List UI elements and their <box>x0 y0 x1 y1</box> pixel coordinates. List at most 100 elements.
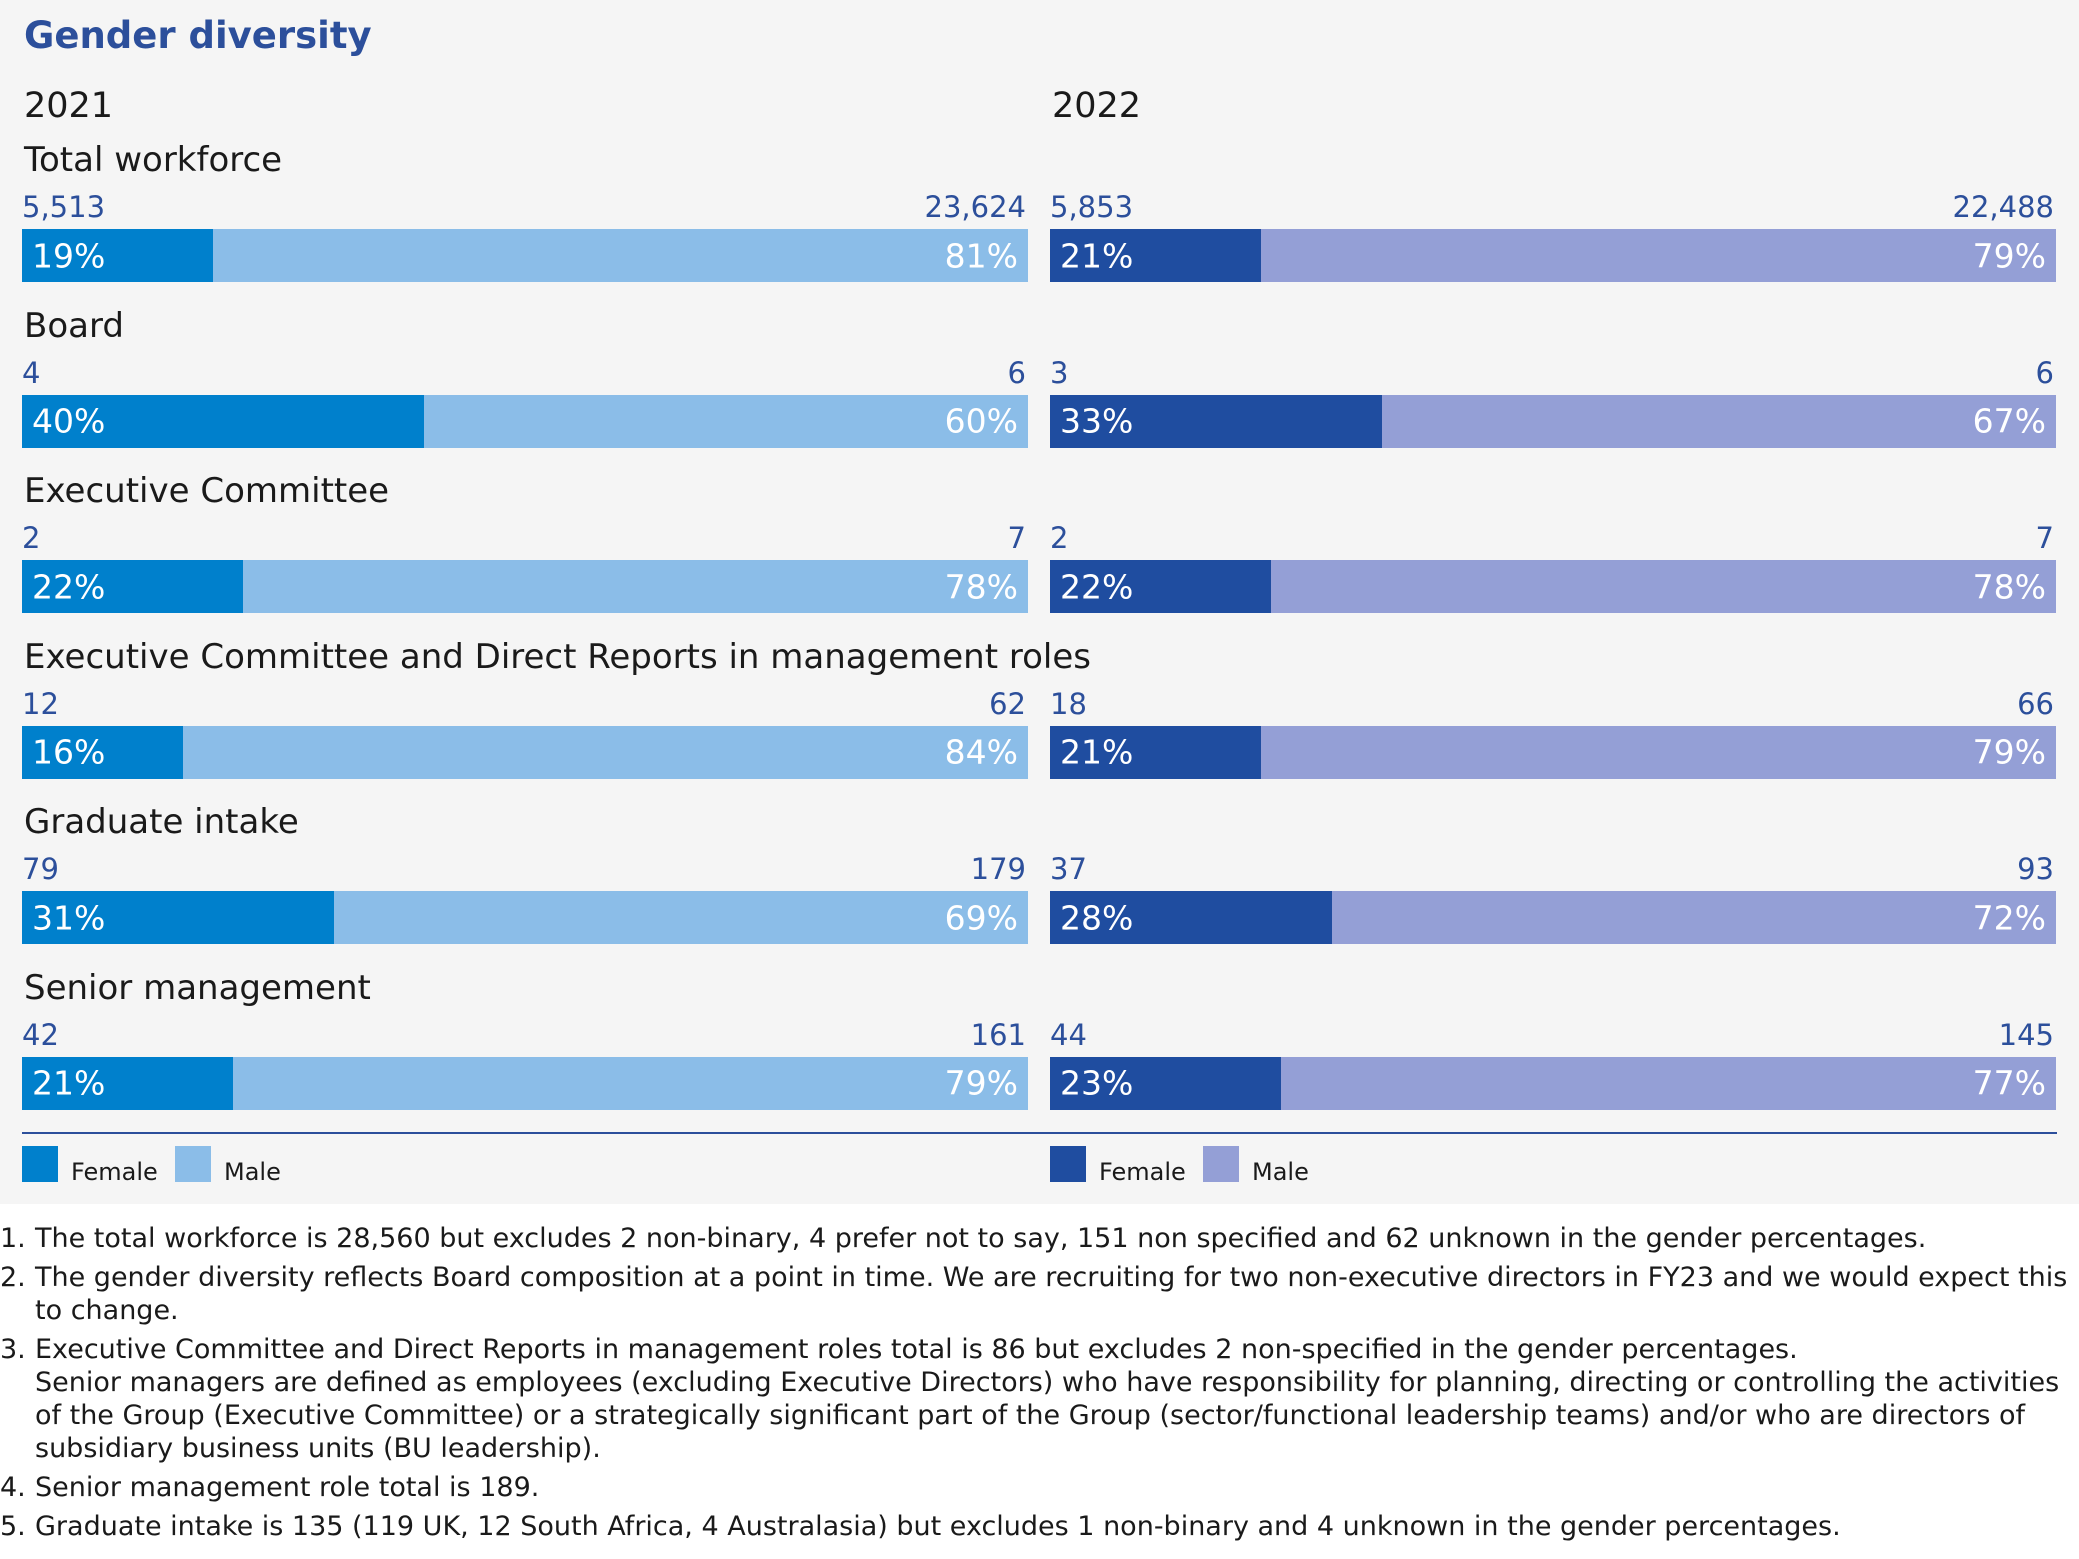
female-bar-segment: 40% <box>22 394 425 448</box>
footnote-line: The gender diversity reflects Board comp… <box>35 1262 2068 1326</box>
male-count-label: 161 <box>970 1017 1026 1052</box>
legend-swatch-female <box>1050 1146 1086 1182</box>
legend-label-female: Female <box>71 1158 158 1186</box>
male-count-label: 93 <box>2017 852 2054 886</box>
stacked-bar: 33% 67% <box>1050 394 2056 448</box>
footnote: 5. Graduate intake is 135 (119 UK, 12 Sou… <box>0 1510 2075 1543</box>
male-count-label: 179 <box>970 852 1026 886</box>
footnote-number: 4. <box>0 1472 26 1503</box>
male-pct-label: 81% <box>944 236 1018 275</box>
male-count-label: 23,624 <box>924 190 1026 224</box>
footnote: 4. Senior management role total is 189. <box>0 1471 2075 1504</box>
female-pct-label: 22% <box>1060 567 1134 606</box>
footnote-line: Graduate intake is 135 (119 UK, 12 South… <box>35 1511 1841 1542</box>
male-count-label: 22,488 <box>1952 190 2054 224</box>
female-count-label: 37 <box>1050 852 1087 886</box>
female-count-label: 2 <box>1050 521 1069 555</box>
female-pct-label: 33% <box>1060 401 1134 441</box>
stacked-bar: 16% 84% <box>22 725 1028 779</box>
footnote-line: Senior managers are defined as employees… <box>35 1367 2060 1464</box>
male-bar-segment: 69% <box>333 891 1028 944</box>
female-bar-segment: 21% <box>1050 725 1262 779</box>
male-bar-segment: 78% <box>1271 560 2056 613</box>
male-pct-label: 78% <box>1972 567 2046 606</box>
male-bar-segment: 81% <box>213 229 1028 282</box>
male-pct-label: 78% <box>944 567 1018 606</box>
male-count-label: 145 <box>1998 1017 2054 1052</box>
male-count-label: 7 <box>1007 521 1026 555</box>
male-bar-segment: 79% <box>1261 725 2056 779</box>
category-label: Board <box>24 305 124 346</box>
male-bar-segment: 79% <box>233 1056 1028 1110</box>
category-label: Senior management <box>24 967 371 1008</box>
legend-label-female: Female <box>1099 1158 1186 1186</box>
footnote: 2. The gender diversity reflects Board co… <box>0 1261 2075 1327</box>
female-pct-label: 19% <box>32 236 106 275</box>
male-pct-label: 67% <box>1972 401 2046 441</box>
female-count-label: 3 <box>1050 355 1069 390</box>
stacked-bar: 19% 81% <box>22 229 1028 282</box>
footnotes: 1. The total workforce is 28,560 but excl… <box>0 1222 2075 1549</box>
female-bar-segment: 16% <box>22 725 183 779</box>
male-pct-label: 72% <box>1972 898 2046 937</box>
female-pct-label: 21% <box>1060 236 1134 275</box>
female-count-label: 18 <box>1050 686 1087 721</box>
footnote-text: Graduate intake is 135 (119 UK, 12 South… <box>35 1510 2075 1543</box>
female-bar-segment: 28% <box>1050 891 1332 944</box>
legend-label-male: Male <box>224 1158 281 1186</box>
footnote-line: Senior management role total is 189. <box>35 1472 540 1503</box>
footnote-text: The gender diversity reflects Board comp… <box>35 1261 2075 1327</box>
female-pct-label: 40% <box>32 401 106 441</box>
male-count-label: 6 <box>2035 355 2054 390</box>
female-count-label: 5,513 <box>22 190 106 224</box>
female-pct-label: 21% <box>1060 732 1134 772</box>
male-count-label: 62 <box>989 686 1026 721</box>
footnote: 1. The total workforce is 28,560 but excl… <box>0 1222 2075 1255</box>
footnote-number: 3. <box>0 1334 26 1365</box>
stacked-bar: 21% 79% <box>1050 229 2056 282</box>
legend-swatch-female <box>22 1146 58 1182</box>
female-bar-segment: 22% <box>22 560 244 613</box>
footnote: 3. Executive Committee and Direct Reports… <box>0 1333 2075 1465</box>
male-bar-segment: 72% <box>1331 891 2056 944</box>
male-pct-label: 79% <box>1972 732 2046 772</box>
female-count-label: 12 <box>22 686 59 721</box>
footnote-text: The total workforce is 28,560 but exclud… <box>35 1222 2075 1255</box>
stacked-bar: 21% 79% <box>22 1056 1028 1110</box>
female-pct-label: 28% <box>1060 898 1134 937</box>
female-bar-segment: 22% <box>1050 560 1272 613</box>
female-pct-label: 22% <box>32 567 106 606</box>
chart-title: Gender diversity <box>24 14 372 57</box>
legend-label-male: Male <box>1252 1158 1309 1186</box>
stacked-bar: 28% 72% <box>1050 891 2056 944</box>
male-bar-segment: 67% <box>1381 394 2056 448</box>
female-count-label: 79 <box>22 852 59 886</box>
female-bar-segment: 21% <box>1050 229 1262 282</box>
female-count-label: 44 <box>1050 1017 1087 1052</box>
female-count-label: 4 <box>22 355 41 390</box>
male-bar-segment: 79% <box>1261 229 2056 282</box>
legend-swatch-male <box>175 1146 211 1182</box>
male-count-label: 7 <box>2035 521 2054 555</box>
male-bar-segment: 60% <box>424 394 1028 448</box>
female-pct-label: 23% <box>1060 1063 1134 1103</box>
male-count-label: 6 <box>1007 355 1026 390</box>
female-pct-label: 21% <box>32 1063 106 1103</box>
female-bar-segment: 31% <box>22 891 334 944</box>
male-count-label: 66 <box>2017 686 2054 721</box>
stacked-bar: 21% 79% <box>1050 725 2056 779</box>
male-pct-label: 79% <box>944 1063 1018 1103</box>
gender-diversity-chart: Gender diversity 2021 Total workforce 5,51… <box>22 14 2057 1186</box>
female-count-label: 2 <box>22 521 41 555</box>
category-label: Graduate intake <box>24 802 299 842</box>
footnote-number: 1. <box>0 1223 26 1254</box>
footnote-line: Executive Committee and Direct Reports i… <box>35 1334 1798 1365</box>
stacked-bar: 23% 77% <box>1050 1056 2056 1110</box>
category-label: Total workforce <box>24 140 283 180</box>
female-bar-segment: 21% <box>22 1056 234 1110</box>
stacked-bar: 31% 69% <box>22 891 1028 944</box>
footnote-number: 2. <box>0 1262 26 1293</box>
male-pct-label: 84% <box>944 732 1018 772</box>
year-label-2021: 2021 <box>24 86 114 126</box>
stacked-bar: 22% 78% <box>22 560 1028 613</box>
